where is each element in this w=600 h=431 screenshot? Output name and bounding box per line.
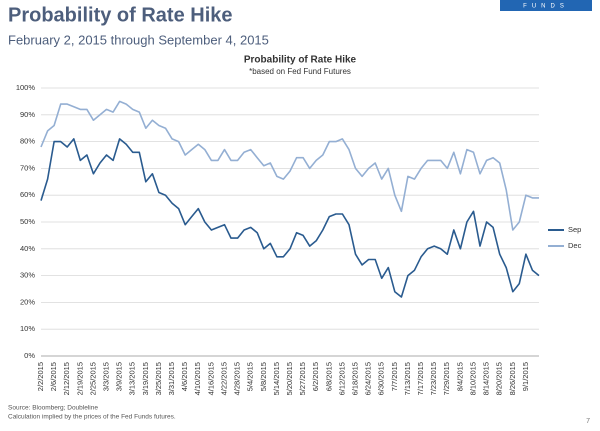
x-tick-label: 6/2/2015 [311,362,320,391]
x-tick-label: 5/8/2015 [259,362,268,391]
slide-subtitle: February 2, 2015 through September 4, 20… [8,32,269,47]
y-tick-label: 100% [16,83,36,92]
y-tick-label: 10% [20,324,35,333]
page-number: 7 [586,418,590,425]
brand-banner [500,0,592,11]
x-tick-label: 7/29/2015 [442,362,451,395]
brand: FUNDS [523,4,569,10]
note: Calculation implied by the prices of the… [8,414,176,421]
y-tick-label: 50% [20,217,35,226]
x-tick-label: 8/26/2015 [508,362,517,395]
x-tick-label: 2/25/2015 [88,362,97,395]
x-tick-label: 7/13/2015 [403,362,412,395]
chart-title: Probability of Rate Hike [244,55,357,66]
y-tick-label: 40% [20,244,35,253]
x-tick-label: 6/8/2015 [324,362,333,391]
x-tick-label: 8/14/2015 [482,362,491,395]
y-tick-label: 70% [20,163,35,172]
x-tick-label: 6/18/2015 [351,362,360,395]
series-line [40,138,540,298]
x-tick-label: 3/3/2015 [102,362,111,391]
source: Source: Bloomberg; Doubleline [8,405,98,412]
y-tick-label: 60% [20,190,35,199]
x-tick-label: 9/1/2015 [521,362,530,391]
x-tick-label: 4/22/2015 [219,362,228,395]
y-tick-label: 0% [24,351,35,360]
y-tick-label: 80% [20,137,35,146]
x-tick-label: 8/20/2015 [495,362,504,395]
x-tick-label: 4/10/2015 [193,362,202,395]
series-line [40,100,539,231]
x-tick-label: 5/4/2015 [246,362,255,391]
x-tick-label: 7/7/2015 [390,362,399,391]
x-tick-label: 2/19/2015 [75,362,84,395]
x-tick-label: 2/2/2015 [36,362,45,391]
x-tick-label: 5/27/2015 [298,362,307,395]
slide-title: Probability of Rate Hike [8,4,233,26]
x-tick-label: 2/6/2015 [49,362,58,391]
y-tick-label: 90% [20,110,35,119]
x-tick-label: 6/30/2015 [377,362,386,395]
x-tick-label: 4/28/2015 [233,362,242,395]
x-tick-label: 3/19/2015 [141,362,150,395]
chart-subtitle: *based on Fed Fund Futures [249,67,351,76]
x-tick-label: 8/10/2015 [468,362,477,395]
x-tick-label: 5/20/2015 [285,362,294,395]
x-tick-label: 4/16/2015 [206,362,215,395]
x-tick-label: 2/12/2015 [62,362,71,395]
x-tick-label: 5/14/2015 [272,362,281,395]
x-tick-label: 6/12/2015 [337,362,346,395]
x-tick-label: 8/4/2015 [455,362,464,391]
legend-label: Sep [568,225,581,234]
x-tick-label: 7/23/2015 [429,362,438,395]
x-tick-label: 7/17/2015 [416,362,425,395]
x-tick-label: 3/31/2015 [167,362,176,395]
y-tick-label: 20% [20,297,35,306]
legend-label: Dec [568,241,582,250]
x-tick-label: 3/25/2015 [154,362,163,395]
x-tick-label: 3/9/2015 [115,362,124,391]
x-tick-label: 4/6/2015 [180,362,189,391]
y-tick-label: 30% [20,271,35,280]
x-tick-label: 6/24/2015 [364,362,373,395]
x-tick-label: 3/13/2015 [128,362,137,395]
